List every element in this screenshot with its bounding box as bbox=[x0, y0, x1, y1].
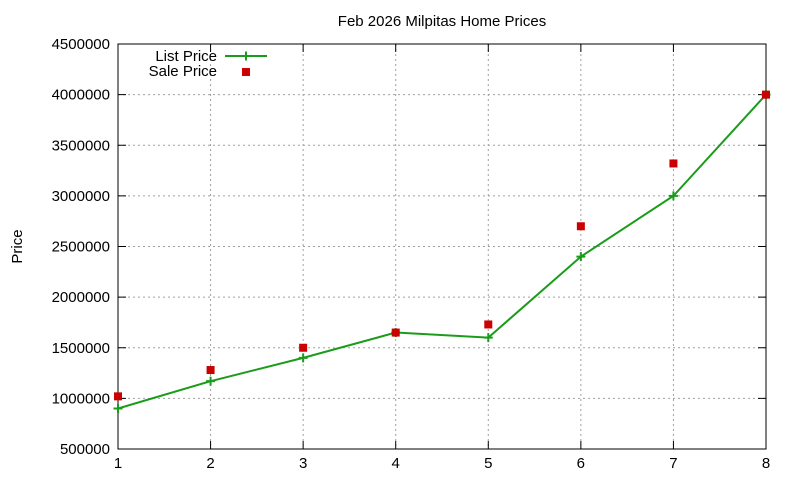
x-tick-label: 7 bbox=[669, 455, 677, 472]
list-price-point bbox=[298, 353, 308, 363]
x-tick-label: 4 bbox=[392, 455, 400, 472]
sale-price-point bbox=[762, 90, 770, 99]
sale-price-point bbox=[576, 222, 585, 231]
legend: List Price Sale Price bbox=[149, 48, 267, 80]
x-tick-label: 2 bbox=[206, 455, 214, 472]
sale-price-point bbox=[114, 392, 122, 401]
list-price-point bbox=[576, 252, 586, 262]
list-price-point bbox=[668, 191, 678, 201]
y-axis-ticks: 500000 1000000 1500000 2000000 2500000 300000… bbox=[52, 36, 766, 458]
y-tick-label: 500000 bbox=[60, 441, 110, 458]
sale-price-point bbox=[299, 343, 308, 352]
legend-marker-sale-price bbox=[242, 68, 250, 76]
legend-marker-list-price bbox=[241, 51, 251, 61]
legend-swatches bbox=[225, 51, 267, 76]
sale-price-point bbox=[484, 320, 493, 329]
x-tick-label: 5 bbox=[484, 455, 492, 472]
y-axis-label: Price bbox=[9, 229, 26, 263]
sale-price-point bbox=[391, 328, 400, 337]
x-tick-label: 3 bbox=[299, 455, 307, 472]
x-tick-label: 1 bbox=[114, 455, 122, 472]
sale-price-point bbox=[669, 159, 678, 168]
y-tick-label: 2000000 bbox=[52, 289, 110, 306]
x-tick-label: 6 bbox=[577, 455, 585, 472]
list-price-point bbox=[483, 333, 493, 343]
list-price-line bbox=[117, 93, 767, 410]
legend-label-sale-price: Sale Price bbox=[149, 63, 217, 80]
series-1 bbox=[114, 90, 770, 401]
y-tick-label: 1500000 bbox=[52, 340, 110, 357]
y-tick-label: 3000000 bbox=[52, 188, 110, 205]
x-tick-label: 8 bbox=[762, 455, 770, 472]
y-tick-label: 1000000 bbox=[52, 390, 110, 407]
x-axis-ticks: 1 2 3 4 5 6 7 8 bbox=[114, 44, 770, 472]
y-tick-label: 3500000 bbox=[52, 137, 110, 154]
y-tick-label: 4500000 bbox=[52, 36, 110, 53]
sale-price-point bbox=[206, 366, 215, 375]
y-tick-label: 4000000 bbox=[52, 87, 110, 104]
legend-label-list-price: List Price bbox=[155, 48, 217, 65]
chart-title: Feb 2026 Milpitas Home Prices bbox=[338, 13, 546, 30]
list-price-point bbox=[113, 404, 123, 413]
list-price-point bbox=[206, 376, 216, 386]
y-tick-label: 2500000 bbox=[52, 239, 110, 256]
series-layer bbox=[113, 90, 771, 413]
